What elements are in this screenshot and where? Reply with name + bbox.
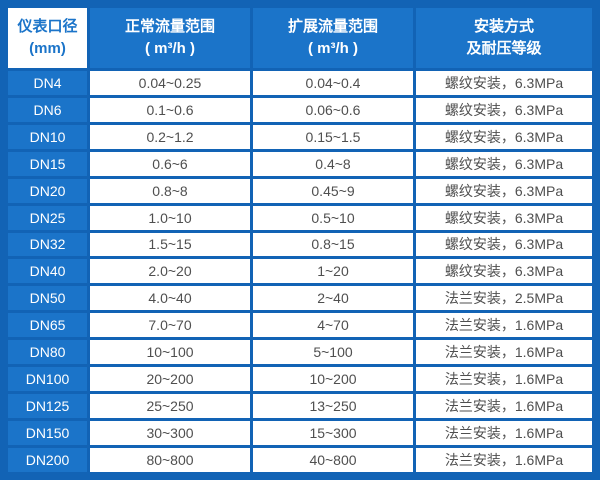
header-cell-normal-range: 正常流量范围 ( m³/h )	[87, 5, 253, 71]
extended-range-cell: 2~40	[250, 283, 416, 314]
table-row: DN15 0.6~6 0.4~8 螺纹安装，6.3MPa	[5, 148, 595, 179]
table-header: 仪表口径 (mm) 正常流量范围 ( m³/h ) 扩展流量范围 ( m³/h …	[5, 5, 595, 71]
extended-range-cell: 40~800	[250, 444, 416, 476]
header-diameter-line1: 仪表口径	[17, 18, 78, 36]
normal-range-cell: 0.6~6	[87, 148, 253, 179]
table-body: DN4 0.04~0.25 0.04~0.4 螺纹安装，6.3MPa DN6 0…	[5, 68, 595, 476]
extended-range-cell: 0.5~10	[250, 202, 416, 233]
normal-range-cell: 0.2~1.2	[87, 121, 253, 152]
extended-range-cell: 10~200	[250, 364, 416, 395]
header-cell-extended-range: 扩展流量范围 ( m³/h )	[250, 5, 416, 71]
normal-range-cell: 1.5~15	[87, 229, 253, 260]
extended-range-cell: 0.8~15	[250, 229, 416, 260]
diameter-cell: DN65	[5, 310, 90, 341]
extended-range-cell: 15~300	[250, 417, 416, 448]
normal-range-cell: 20~200	[87, 364, 253, 395]
table-row: DN40 2.0~20 1~20 螺纹安装，6.3MPa	[5, 256, 595, 287]
normal-range-cell: 0.8~8	[87, 175, 253, 206]
diameter-cell: DN32	[5, 229, 90, 260]
table-row: DN200 80~800 40~800 法兰安装，1.6MPa	[5, 444, 595, 476]
table-row: DN100 20~200 10~200 法兰安装，1.6MPa	[5, 364, 595, 395]
diameter-cell: DN50	[5, 283, 90, 314]
installation-cell: 螺纹安装，6.3MPa	[413, 121, 595, 152]
installation-cell: 法兰安装，2.5MPa	[413, 283, 595, 314]
extended-range-cell: 1~20	[250, 256, 416, 287]
installation-cell: 螺纹安装，6.3MPa	[413, 256, 595, 287]
normal-range-cell: 7.0~70	[87, 310, 253, 341]
extended-range-cell: 4~70	[250, 310, 416, 341]
table-row: DN50 4.0~40 2~40 法兰安装，2.5MPa	[5, 283, 595, 314]
header-extended-line2: ( m³/h )	[308, 40, 358, 57]
header-diameter-line2: (mm)	[29, 40, 66, 57]
table-row: DN65 7.0~70 4~70 法兰安装，1.6MPa	[5, 310, 595, 341]
diameter-cell: DN125	[5, 391, 90, 421]
header-installation-line2: 及耐压等级	[466, 40, 542, 57]
table-row: DN25 1.0~10 0.5~10 螺纹安装，6.3MPa	[5, 202, 595, 233]
installation-cell: 螺纹安装，6.3MPa	[413, 175, 595, 206]
diameter-cell: DN15	[5, 148, 90, 179]
diameter-cell: DN10	[5, 121, 90, 152]
header-row: 仪表口径 (mm) 正常流量范围 ( m³/h ) 扩展流量范围 ( m³/h …	[5, 5, 595, 71]
header-extended-line1: 扩展流量范围	[287, 18, 378, 36]
normal-range-cell: 10~100	[87, 337, 253, 368]
normal-range-cell: 1.0~10	[87, 202, 253, 233]
header-normal-line1: 正常流量范围	[124, 18, 215, 36]
diameter-cell: DN6	[5, 94, 90, 125]
installation-cell: 法兰安装，1.6MPa	[413, 444, 595, 476]
installation-cell: 螺纹安装，6.3MPa	[413, 202, 595, 233]
diameter-cell: DN200	[5, 444, 90, 476]
table-row: DN10 0.2~1.2 0.15~1.5 螺纹安装，6.3MPa	[5, 121, 595, 152]
normal-range-cell: 25~250	[87, 391, 253, 421]
extended-range-cell: 5~100	[250, 337, 416, 368]
diameter-cell: DN150	[5, 417, 90, 448]
table-row: DN6 0.1~0.6 0.06~0.6 螺纹安装，6.3MPa	[5, 94, 595, 125]
header-cell-diameter: 仪表口径 (mm)	[5, 5, 90, 71]
installation-cell: 法兰安装，1.6MPa	[413, 337, 595, 368]
installation-cell: 法兰安装，1.6MPa	[413, 364, 595, 395]
extended-range-cell: 0.4~8	[250, 148, 416, 179]
normal-range-cell: 4.0~40	[87, 283, 253, 314]
diameter-cell: DN20	[5, 175, 90, 206]
flow-range-table: 仪表口径 (mm) 正常流量范围 ( m³/h ) 扩展流量范围 ( m³/h …	[5, 5, 595, 476]
normal-range-cell: 0.04~0.25	[87, 68, 253, 98]
installation-cell: 法兰安装，1.6MPa	[413, 417, 595, 448]
extended-range-cell: 13~250	[250, 391, 416, 421]
extended-range-cell: 0.45~9	[250, 175, 416, 206]
installation-cell: 法兰安装，1.6MPa	[413, 310, 595, 341]
extended-range-cell: 0.04~0.4	[250, 68, 416, 98]
table-row: DN20 0.8~8 0.45~9 螺纹安装，6.3MPa	[5, 175, 595, 206]
normal-range-cell: 30~300	[87, 417, 253, 448]
installation-cell: 螺纹安装，6.3MPa	[413, 148, 595, 179]
header-normal-line2: ( m³/h )	[145, 40, 195, 57]
diameter-cell: DN25	[5, 202, 90, 233]
table-row: DN4 0.04~0.25 0.04~0.4 螺纹安装，6.3MPa	[5, 68, 595, 98]
installation-cell: 螺纹安装，6.3MPa	[413, 94, 595, 125]
normal-range-cell: 80~800	[87, 444, 253, 476]
normal-range-cell: 0.1~0.6	[87, 94, 253, 125]
table-row: DN80 10~100 5~100 法兰安装，1.6MPa	[5, 337, 595, 368]
table-row: DN32 1.5~15 0.8~15 螺纹安装，6.3MPa	[5, 229, 595, 260]
installation-cell: 法兰安装，1.6MPa	[413, 391, 595, 421]
diameter-cell: DN80	[5, 337, 90, 368]
header-cell-installation: 安装方式 及耐压等级	[413, 5, 595, 71]
diameter-cell: DN40	[5, 256, 90, 287]
diameter-cell: DN4	[5, 68, 90, 98]
header-installation-line1: 安装方式	[473, 18, 534, 36]
extended-range-cell: 0.06~0.6	[250, 94, 416, 125]
normal-range-cell: 2.0~20	[87, 256, 253, 287]
diameter-cell: DN100	[5, 364, 90, 395]
installation-cell: 螺纹安装，6.3MPa	[413, 229, 595, 260]
extended-range-cell: 0.15~1.5	[250, 121, 416, 152]
table-row: DN150 30~300 15~300 法兰安装，1.6MPa	[5, 417, 595, 448]
installation-cell: 螺纹安装，6.3MPa	[413, 68, 595, 98]
table-row: DN125 25~250 13~250 法兰安装，1.6MPa	[5, 391, 595, 421]
